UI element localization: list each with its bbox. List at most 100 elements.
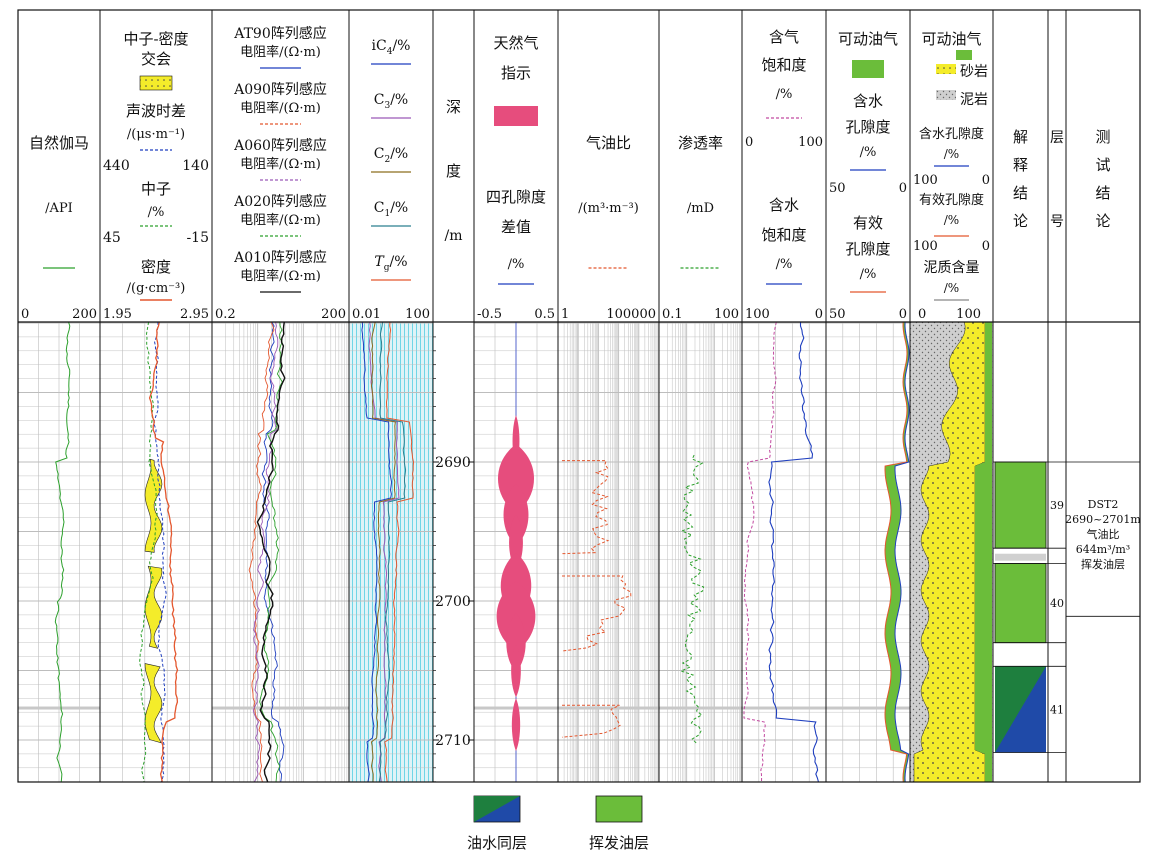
- density-unit: /(g·cm⁻³): [127, 281, 186, 296]
- movable-sub: 孔隙度: [845, 240, 890, 258]
- layer-title-char: 号: [1050, 214, 1064, 230]
- crossover-swatch: [139, 75, 173, 91]
- resistivity-curve: [261, 321, 285, 783]
- gas-saturation-curve: [743, 321, 777, 783]
- crossover-fill: [144, 458, 163, 553]
- gas-comp-curve: [361, 321, 393, 783]
- depth-marker-band: [18, 706, 100, 710]
- water-saturation-curve: [768, 322, 820, 783]
- interp-title-char: 结: [1013, 184, 1028, 202]
- sonic-scale-left: 440: [103, 158, 130, 174]
- crossover-fill: [144, 663, 163, 744]
- gasc-scale-left: 0.01: [352, 307, 381, 322]
- resistivity-curve: [259, 321, 283, 783]
- movable-scale-left: 50: [829, 307, 846, 322]
- gas-ind-unit: /%: [508, 257, 525, 272]
- test-title-char: 试: [1095, 156, 1110, 174]
- resistivity-name: A010阵列感应: [233, 249, 327, 266]
- litho-scale-right: 100: [956, 307, 981, 322]
- gr-scale-right: 200: [72, 307, 97, 322]
- litho-scale-left: 100: [913, 239, 938, 254]
- gas-comp-name: C2/%: [374, 146, 408, 165]
- gas-comp-unit: /%: [390, 200, 408, 216]
- litho-scale-right: 0: [982, 239, 990, 254]
- test-result-line: 挥发油层: [1081, 557, 1125, 571]
- interp-gap: [995, 553, 1046, 561]
- gas-comp-bg: [349, 322, 433, 782]
- gor-unit: /(m³·m⁻³): [578, 201, 639, 216]
- depth-marker-band: [212, 706, 349, 710]
- movable-title: 可动油气: [838, 30, 898, 48]
- resistivity-name: A020阵列感应: [233, 193, 327, 210]
- gas-comp-name: Tg/%: [374, 254, 407, 273]
- gas-comp-unit: /%: [392, 38, 410, 54]
- permeability-curve: [679, 454, 705, 744]
- depth-marker-band: [558, 706, 659, 710]
- resistivity-unit: 电阻率/(Ω·m): [240, 100, 321, 116]
- litho-shale-swatch: [936, 90, 956, 100]
- resistivity-unit: 电阻率/(Ω·m): [240, 44, 321, 60]
- gas-indicator-pulse: [511, 643, 521, 698]
- interp-volatile-oil: [994, 461, 1047, 549]
- depth-marker-band: [826, 706, 910, 710]
- sat-unit: /%: [776, 87, 793, 102]
- depth-tick-label: 2710: [435, 733, 471, 749]
- gas-comp-sub: 2: [384, 155, 390, 165]
- depth-unit: /m: [445, 228, 463, 244]
- gas-ind-scale-left: -0.5: [477, 307, 502, 322]
- litho-scale-left: 0: [918, 307, 926, 322]
- gas-comp-sub: 1: [384, 209, 390, 219]
- gas-comp-sub: g: [384, 263, 390, 273]
- gor-curve: [561, 460, 610, 555]
- gas-comp-sub: 4: [387, 47, 393, 57]
- movable-scale-right: 0: [899, 307, 907, 322]
- depth-title: 深: [446, 98, 461, 116]
- gas-comp-sym: iC: [372, 38, 387, 54]
- gor-curve: [561, 575, 632, 652]
- layer-number: 41: [1050, 703, 1064, 716]
- neutron-curve: [139, 321, 158, 783]
- litho-sand-label: 砂岩: [960, 64, 988, 80]
- sat-title: 含气: [769, 28, 799, 46]
- gas-comp-unit: /%: [390, 146, 408, 162]
- interp-mixed-oil: [995, 666, 1046, 753]
- resistivity-name: A060阵列感应: [233, 137, 327, 154]
- movable-sub: 孔隙度: [845, 118, 890, 136]
- neutron-scale-left: 45: [103, 230, 121, 246]
- sat-scale-left: 0: [745, 135, 753, 150]
- density-scale-right: 2.95: [180, 307, 209, 322]
- sonic-curve: [153, 321, 167, 783]
- litho-sand-swatch: [936, 64, 956, 74]
- litho-epor-unit: /%: [944, 213, 959, 227]
- gas-comp-name: C1/%: [374, 200, 408, 219]
- resistivity-unit: 电阻率/(Ω·m): [240, 212, 321, 228]
- gasc-scale-right: 100: [405, 307, 430, 322]
- movable-sub: 含水: [853, 92, 883, 110]
- litho-title: 可动油气: [921, 30, 981, 48]
- legend-mixed-label: 油水同层: [467, 834, 527, 852]
- gas-ind-title: 指示: [501, 64, 531, 82]
- perm-scale-left: 0.1: [662, 307, 683, 322]
- density-scale-left: 1.95: [103, 307, 132, 322]
- frame: [17, 9, 1141, 783]
- gr-curve: [54, 321, 71, 783]
- gor-scale-left: 1: [561, 307, 569, 322]
- crossover-fill: [144, 565, 163, 649]
- depth-tick-label: 2690: [435, 455, 471, 471]
- water-porosity-curve: [894, 321, 910, 783]
- gas-comp-unit: /%: [390, 254, 408, 270]
- gor-curve: [561, 704, 621, 738]
- test-result-line: DST2: [1088, 498, 1119, 511]
- sat-title: 饱和度: [761, 226, 806, 244]
- res-scale-left: 0.2: [215, 307, 236, 322]
- layer-title-char: 层: [1050, 130, 1064, 146]
- resistivity-curve: [252, 321, 279, 783]
- movable-strip: [975, 322, 992, 782]
- density-curve: [148, 321, 179, 783]
- resistivity-curve: [256, 321, 286, 783]
- legend-volatile-label: 挥发油层: [589, 834, 649, 852]
- sat-title: 含水: [769, 196, 799, 214]
- litho-movable-swatch: [956, 50, 972, 60]
- gas-indicator-pulse: [497, 444, 535, 514]
